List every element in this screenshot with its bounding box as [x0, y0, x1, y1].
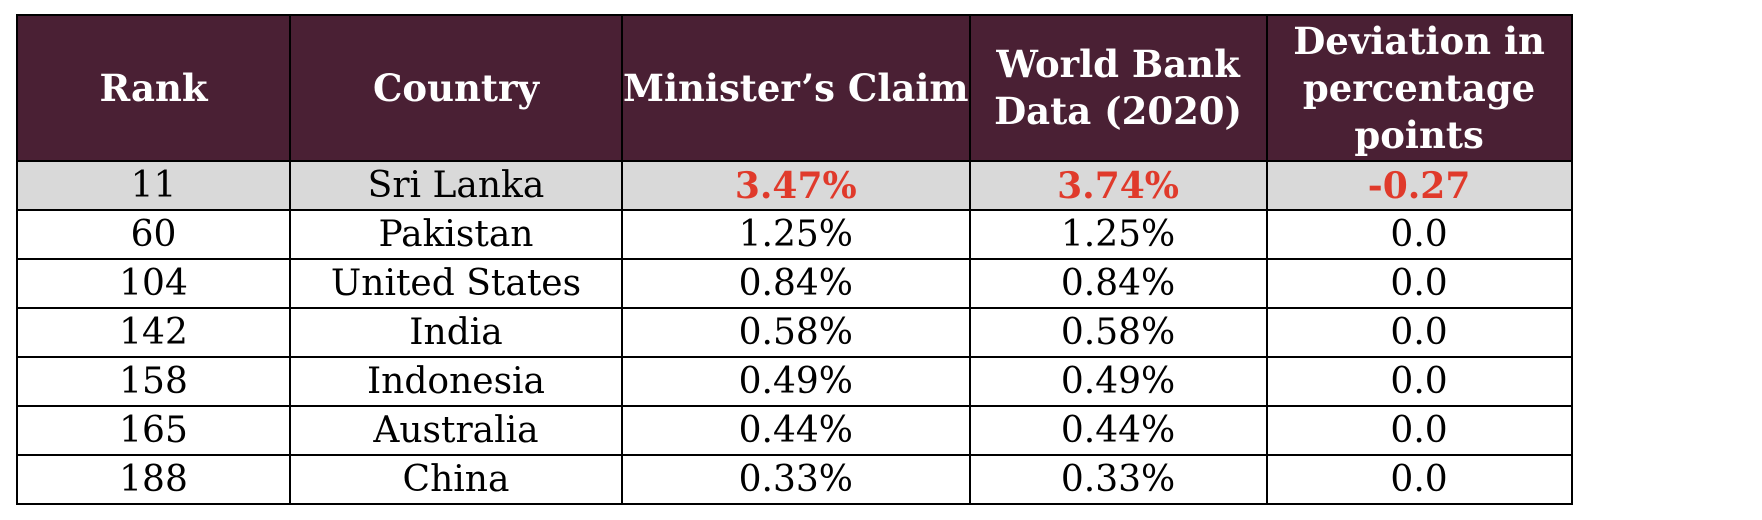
cell-country: United States — [289, 258, 623, 309]
cell-deviation: 0.0 — [1265, 356, 1573, 407]
table-row: 165 Australia 0.44% 0.44% 0.0 — [16, 405, 1573, 456]
cell-world-bank: 0.49% — [968, 356, 1268, 407]
cell-country: Australia — [289, 405, 623, 456]
cell-claim: 3.47% — [621, 160, 971, 211]
cell-rank: 142 — [16, 307, 291, 358]
cell-rank: 11 — [16, 160, 291, 211]
cell-claim: 0.33% — [621, 454, 971, 505]
cell-rank: 60 — [16, 209, 291, 260]
header-deviation: Deviation in percentage points — [1265, 14, 1573, 162]
cell-country: China — [289, 454, 623, 505]
cell-world-bank: 3.74% — [968, 160, 1268, 211]
cell-deviation: 0.0 — [1265, 405, 1573, 456]
cell-claim: 0.58% — [621, 307, 971, 358]
cell-world-bank: 0.84% — [968, 258, 1268, 309]
cell-rank: 165 — [16, 405, 291, 456]
cell-country: Pakistan — [289, 209, 623, 260]
table-row-sri-lanka: 11 Sri Lanka 3.47% 3.74% -0.27 — [16, 160, 1573, 211]
table-row: 158 Indonesia 0.49% 0.49% 0.0 — [16, 356, 1573, 407]
cell-world-bank: 1.25% — [968, 209, 1268, 260]
comparison-table: Rank Country Minister’s Claim World Bank… — [16, 14, 1573, 505]
header-country: Country — [289, 14, 623, 162]
cell-world-bank: 0.58% — [968, 307, 1268, 358]
cell-deviation: 0.0 — [1265, 307, 1573, 358]
cell-country: India — [289, 307, 623, 358]
cell-claim: 0.49% — [621, 356, 971, 407]
comparison-table-container: Rank Country Minister’s Claim World Bank… — [16, 14, 1573, 505]
header-world-bank-data: World Bank Data (2020) — [968, 14, 1268, 162]
cell-world-bank: 0.44% — [968, 405, 1268, 456]
header-rank: Rank — [16, 14, 291, 162]
cell-claim: 0.44% — [621, 405, 971, 456]
cell-deviation: 0.0 — [1265, 454, 1573, 505]
table-row: 142 India 0.58% 0.58% 0.0 — [16, 307, 1573, 358]
cell-rank: 158 — [16, 356, 291, 407]
cell-deviation: 0.0 — [1265, 258, 1573, 309]
cell-world-bank: 0.33% — [968, 454, 1268, 505]
cell-deviation: -0.27 — [1265, 160, 1573, 211]
table-row: 104 United States 0.84% 0.84% 0.0 — [16, 258, 1573, 309]
cell-country: Indonesia — [289, 356, 623, 407]
header-ministers-claim: Minister’s Claim — [621, 14, 971, 162]
table-row: 188 China 0.33% 0.33% 0.0 — [16, 454, 1573, 505]
cell-rank: 104 — [16, 258, 291, 309]
cell-claim: 0.84% — [621, 258, 971, 309]
table-row: 60 Pakistan 1.25% 1.25% 0.0 — [16, 209, 1573, 260]
cell-country: Sri Lanka — [289, 160, 623, 211]
cell-rank: 188 — [16, 454, 291, 505]
cell-deviation: 0.0 — [1265, 209, 1573, 260]
cell-claim: 1.25% — [621, 209, 971, 260]
table-header-row: Rank Country Minister’s Claim World Bank… — [16, 14, 1573, 162]
